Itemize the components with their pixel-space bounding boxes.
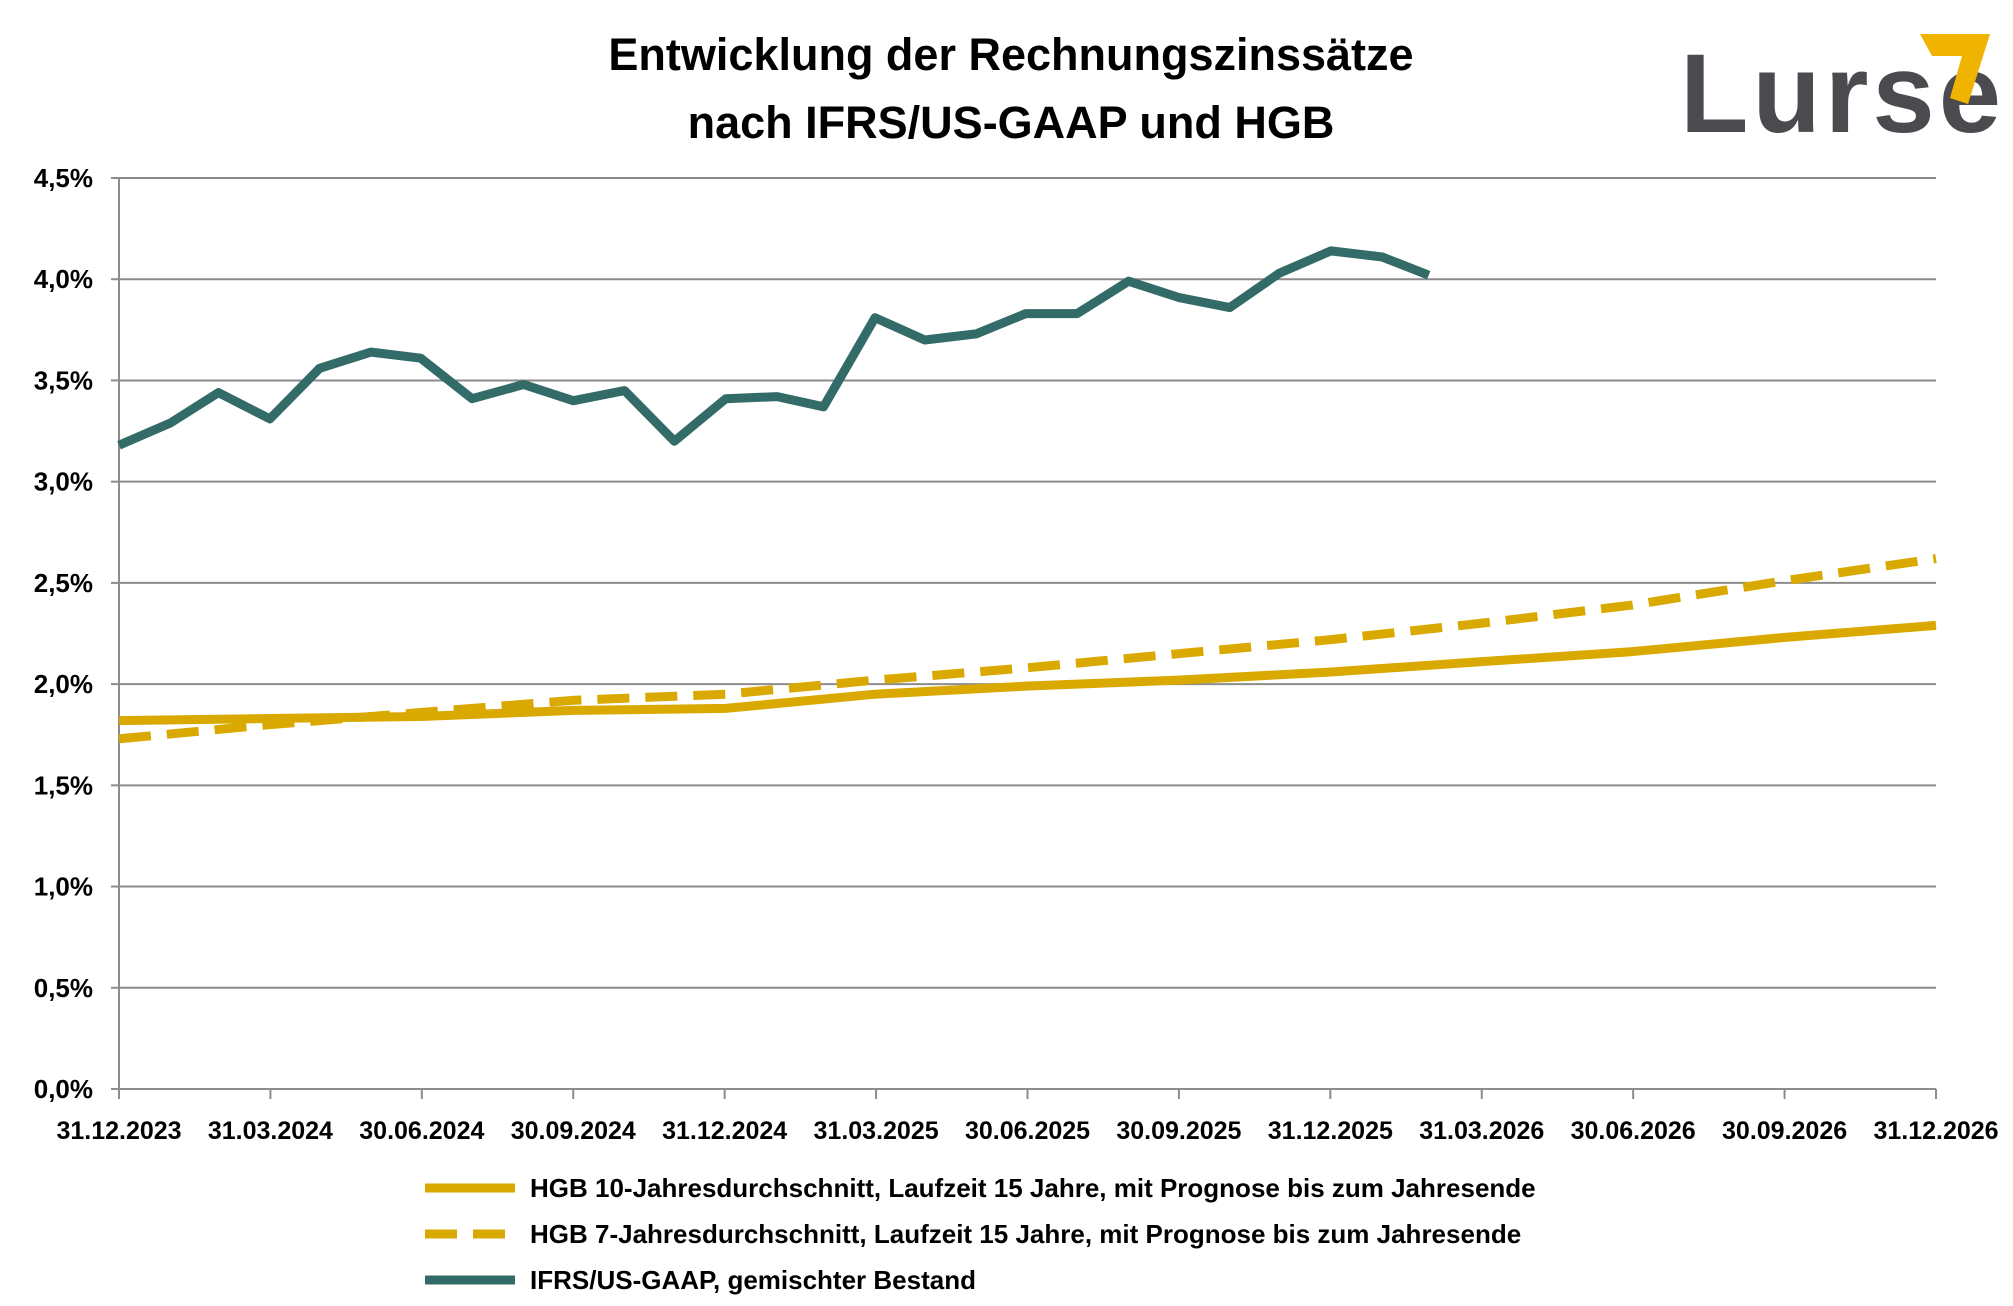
x-tick-label: 30.09.2024 <box>511 1117 636 1145</box>
y-tick-label: 2,5% <box>34 568 93 598</box>
series <box>119 251 1936 739</box>
chart-title-line-2: nach IFRS/US-GAAP und HGB <box>688 97 1335 148</box>
x-tick-label: 30.06.2026 <box>1571 1117 1696 1145</box>
y-tick-label: 2,0% <box>34 669 93 699</box>
legend-label-1: HGB 7-Jahresdurchschnitt, Laufzeit 15 Ja… <box>530 1219 1521 1249</box>
x-tick-label: 31.03.2024 <box>208 1117 333 1145</box>
y-tick-label: 0,5% <box>34 973 93 1003</box>
grid <box>119 178 1936 988</box>
x-tick-label: 31.12.2026 <box>1873 1117 1998 1145</box>
y-tick-label: 1,0% <box>34 872 93 902</box>
series-line-0 <box>119 625 1936 720</box>
y-tick-label: 0,0% <box>34 1074 93 1104</box>
x-tick-label: 31.03.2025 <box>814 1117 939 1145</box>
legend-label-0: HGB 10-Jahresdurchschnitt, Laufzeit 15 J… <box>530 1173 1536 1203</box>
y-tick-label: 1,5% <box>34 770 93 800</box>
lurse-logo: Lurse <box>1680 31 2005 156</box>
x-tick-label: 31.12.2023 <box>56 1117 181 1145</box>
y-tick-label: 4,0% <box>34 264 93 294</box>
x-tick-label: 30.06.2025 <box>965 1117 1090 1145</box>
x-tick-label: 30.09.2025 <box>1116 1117 1241 1145</box>
x-tick-label: 31.03.2026 <box>1419 1117 1544 1145</box>
legend-label-2: IFRS/US-GAAP, gemischter Bestand <box>530 1265 976 1295</box>
y-tick-label: 3,0% <box>34 467 93 497</box>
legend: HGB 10-Jahresdurchschnitt, Laufzeit 15 J… <box>425 1173 1536 1295</box>
axes: 0,0% 0,5% 1,0% 1,5% 2,0% 2,5% 3,0% 3,5% 4,0% 4,5%… <box>34 163 1999 1145</box>
y-tick-label: 3,5% <box>34 365 93 395</box>
x-tick-label: 31.12.2024 <box>662 1117 787 1145</box>
y-tick-label: 4,5% <box>34 163 93 193</box>
x-tick-label: 30.09.2026 <box>1722 1117 1847 1145</box>
x-tick-label: 31.12.2025 <box>1268 1117 1393 1145</box>
chart-title-line-1: Entwicklung der Rechnungszinssätze <box>608 29 1413 80</box>
x-tick-label: 30.06.2024 <box>359 1117 484 1145</box>
